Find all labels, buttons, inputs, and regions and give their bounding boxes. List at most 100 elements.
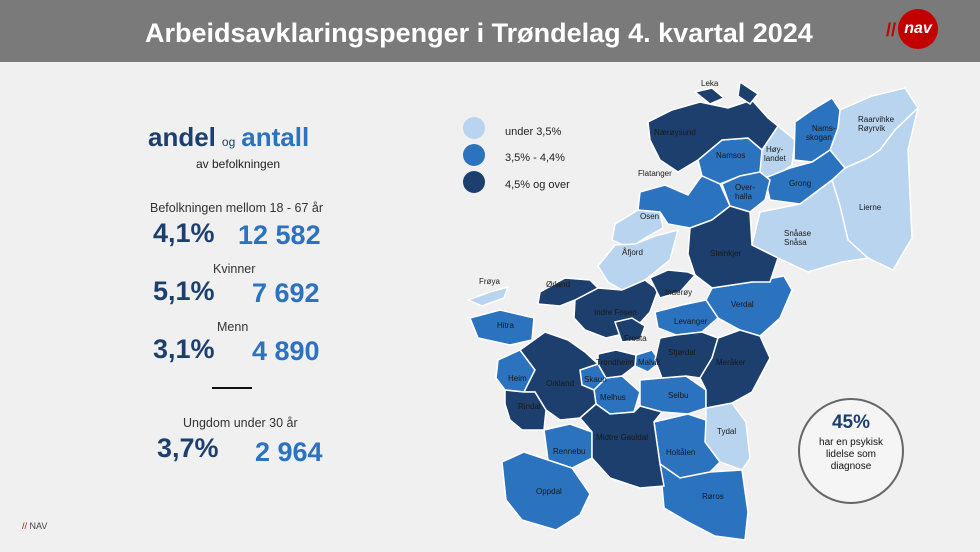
- map-label-melhus: Melhus: [600, 393, 626, 402]
- region-froya: [465, 285, 510, 307]
- legend-swatch-high: [463, 171, 485, 193]
- map-label-rennebu: Rennebu: [553, 447, 585, 456]
- map-label-orland: Ørland: [546, 280, 570, 289]
- map-label-malvik: Malvik: [638, 358, 662, 367]
- region-levanger: [654, 299, 719, 336]
- map-label-flatanger: Flatanger: [638, 169, 672, 178]
- stat-label-youth: Ungdom under 30 år: [183, 416, 298, 430]
- map-label-raarvihke-2: Røyrvik: [858, 124, 886, 133]
- map-label-hoylandet-2: landet: [764, 154, 787, 163]
- region-meraker: [699, 329, 771, 409]
- stat-pct-women: 5,1%: [153, 276, 215, 306]
- region-naeroysund: [647, 99, 780, 173]
- map-label-overhalla-2: halla: [735, 192, 752, 201]
- regions-high: [504, 80, 780, 489]
- map-label-namsskogan-1: Nams-: [812, 124, 836, 133]
- stat-count-women: 7 692: [252, 278, 320, 308]
- map-label-snasa-2: Snåsa: [784, 238, 807, 247]
- map-labels: Leka Nærøysund Namsos Høy- landet Nams- …: [479, 79, 895, 501]
- region-grong: [764, 149, 847, 205]
- legend-swatch-mid: [463, 144, 485, 166]
- region-roros: [659, 462, 749, 541]
- region-steinkjer: [687, 205, 779, 289]
- region-namsskogan: [793, 96, 841, 163]
- map-label-froya: Frøya: [479, 277, 500, 286]
- callout-text: har en psykisk lidelse som diagnose: [819, 437, 883, 472]
- region-afjord: [597, 228, 680, 291]
- legend-label-low: under 3,5%: [505, 126, 561, 138]
- region-leka: [693, 87, 726, 105]
- legend-label-mid: 3,5% - 4,4%: [505, 152, 565, 164]
- regions-mid: [468, 96, 847, 541]
- heading-andel: andel: [148, 122, 216, 152]
- map-label-selbu: Selbu: [668, 391, 688, 400]
- map-label-heim: Heim: [508, 374, 527, 383]
- map-label-afjord: Åfjord: [622, 248, 643, 257]
- map-label-steinkjer: Steinkjer: [710, 249, 741, 258]
- callout-percentage: 45%: [831, 412, 871, 433]
- regions-low: [465, 87, 920, 471]
- map-label-snasa-1: Snåase: [784, 229, 812, 238]
- footer-slash: //: [22, 521, 28, 531]
- stat-label-women: Kvinner: [213, 262, 256, 276]
- region-oppdal: [501, 451, 591, 531]
- stat-count-youth: 2 964: [255, 437, 323, 467]
- region-frosta: [614, 317, 646, 343]
- map-label-rindal: Rindal: [518, 402, 541, 411]
- logo-circle: nav: [898, 9, 938, 49]
- map-label-lierne: Lierne: [859, 203, 882, 212]
- map-label-leka: Leka: [701, 79, 719, 88]
- map-label-stjordal: Stjørdal: [668, 348, 696, 357]
- page-title: Arbeidsavklaringspenger i Trøndelag 4. k…: [145, 18, 813, 48]
- nav-logo: // nav: [884, 8, 956, 54]
- legend-label-high: 4,5% og over: [505, 179, 570, 191]
- map-label-indrefosen: Indre Fosen: [594, 308, 637, 317]
- region-orland: [537, 277, 600, 307]
- map-label-overhalla-1: Over-: [735, 183, 755, 192]
- map-label-skaun: Skaun: [584, 375, 607, 384]
- logo-slash: //: [886, 20, 897, 40]
- heading-og: og: [221, 135, 236, 149]
- map-label-hitra: Hitra: [497, 321, 514, 330]
- region-hitra: [468, 309, 535, 346]
- region-midtregauldal: [578, 403, 665, 489]
- region-naeroysund-islands: [737, 80, 760, 106]
- map-label-namsskogan-2: skogan: [806, 133, 832, 142]
- stat-count-men: 4 890: [252, 336, 320, 366]
- divider: [212, 387, 252, 389]
- stat-label-total: Befolkningen mellom 18 - 67 år: [150, 201, 324, 215]
- map-label-meraker: Meråker: [716, 358, 746, 367]
- section-heading: andel og antall: [148, 122, 309, 153]
- footer-text: NAV: [29, 521, 48, 531]
- psych-diagnosis-callout: 45% har en psykisk lidelse som diagnose: [798, 398, 904, 504]
- header-bar: Arbeidsavklaringspenger i Trøndelag 4. k…: [0, 0, 980, 62]
- map-label-holtalen: Holtålen: [666, 448, 695, 457]
- region-inderoy: [648, 269, 697, 299]
- stat-pct-total: 4,1%: [153, 218, 215, 248]
- map-label-frosta: Frosta: [624, 334, 647, 343]
- map-label-orkland: Orkland: [546, 379, 574, 388]
- map-label-namsos: Namsos: [716, 151, 745, 160]
- map-label-verdal: Verdal: [731, 300, 754, 309]
- region-trondheim: [597, 349, 637, 379]
- stat-pct-men: 3,1%: [153, 334, 215, 364]
- map-label-osen: Osen: [640, 212, 659, 221]
- heading-subtitle: av befolkningen: [196, 157, 281, 171]
- map-label-inderoy: Inderøy: [665, 288, 692, 297]
- map-label-oppdal: Oppdal: [536, 487, 562, 496]
- map-label-roros: Røros: [702, 492, 724, 501]
- map-label-midtregauldal: Midtre Gauldal: [596, 433, 648, 442]
- stat-count-total: 12 582: [238, 220, 321, 250]
- heading-antall: antall: [241, 122, 310, 152]
- legend-swatch-low: [463, 117, 485, 139]
- footer-nav: // NAV: [22, 521, 47, 531]
- map-label-hoylandet-1: Høy-: [766, 145, 784, 154]
- map-label-trondheim: Trondheim: [596, 358, 634, 367]
- map-label-tydal: Tydal: [717, 427, 736, 436]
- map-label-naeroysund: Nærøysund: [654, 128, 696, 137]
- map-label-raarvihke-1: Raarvihke: [858, 115, 895, 124]
- region-rindal: [504, 389, 547, 431]
- map-label-levanger: Levanger: [674, 317, 708, 326]
- stat-pct-youth: 3,7%: [157, 433, 219, 463]
